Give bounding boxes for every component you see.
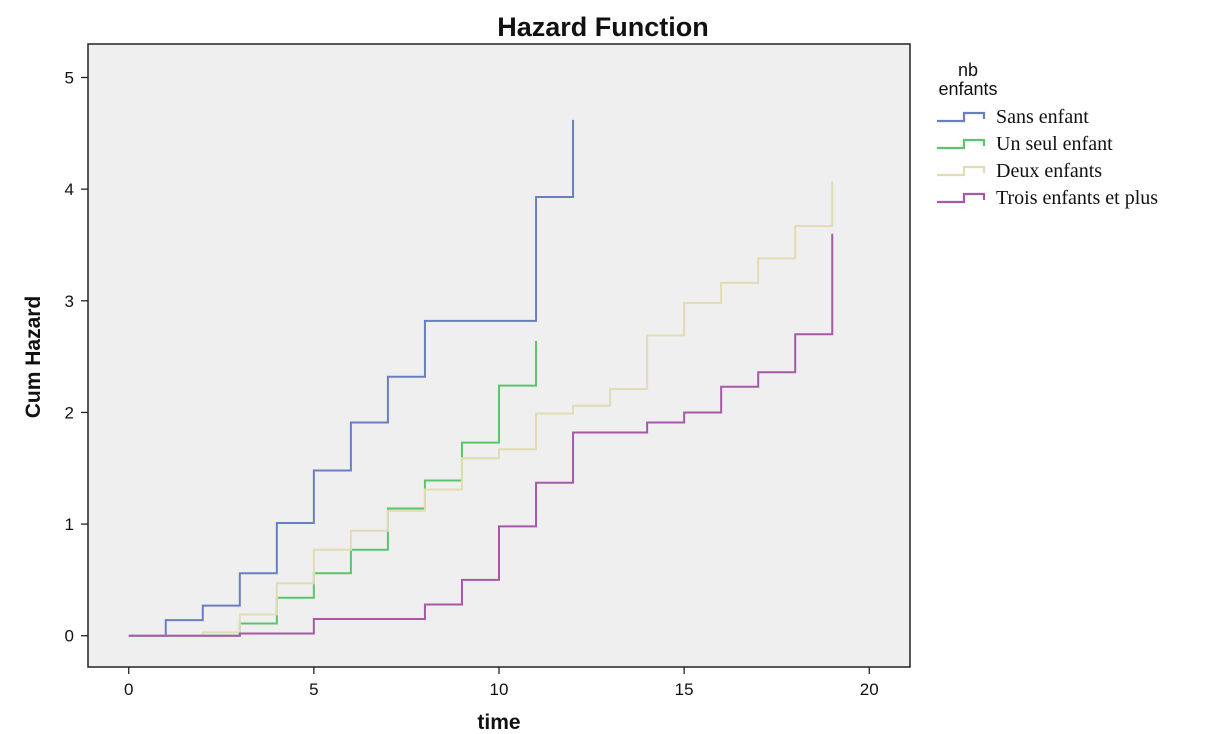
y-axis-title: Cum Hazard bbox=[22, 296, 45, 419]
legend-label: Un seul enfant bbox=[996, 133, 1113, 155]
legend-swatch bbox=[937, 111, 986, 123]
x-tick-label: 0 bbox=[124, 680, 133, 699]
chart-title: Hazard Function bbox=[497, 12, 709, 42]
legend-title: nb bbox=[958, 60, 978, 80]
x-tick-label: 15 bbox=[675, 680, 694, 699]
y-axis: 0 1 2 3 4 5 bbox=[65, 68, 88, 646]
legend-swatch bbox=[937, 165, 986, 177]
y-tick-label: 2 bbox=[65, 403, 74, 422]
legend-label: Trois enfants et plus bbox=[996, 187, 1158, 209]
y-tick-label: 3 bbox=[65, 292, 74, 311]
y-tick-label: 0 bbox=[65, 627, 74, 646]
series-line-deux-enfants bbox=[128, 181, 834, 637]
series-line-un-seul-enfant bbox=[128, 340, 538, 637]
x-tick-label: 10 bbox=[490, 680, 509, 699]
legend-title: enfants bbox=[938, 79, 997, 99]
legend-swatch bbox=[937, 192, 986, 204]
y-tick-label: 4 bbox=[65, 180, 74, 199]
legend-label: Sans enfant bbox=[996, 106, 1089, 128]
series-layer bbox=[128, 119, 834, 637]
x-axis-title: time bbox=[477, 711, 520, 734]
x-tick-label: 5 bbox=[309, 680, 318, 699]
series-line-sans-enfant bbox=[128, 119, 575, 637]
legend-label: Deux enfants bbox=[996, 160, 1102, 182]
series-line-trois-enfants-et-plus bbox=[128, 233, 834, 637]
legend-swatch bbox=[937, 138, 986, 150]
x-tick-label: 20 bbox=[860, 680, 879, 699]
y-tick-label: 5 bbox=[65, 68, 74, 87]
y-tick-label: 1 bbox=[65, 515, 74, 534]
x-axis: 0 5 10 15 20 bbox=[124, 667, 879, 699]
